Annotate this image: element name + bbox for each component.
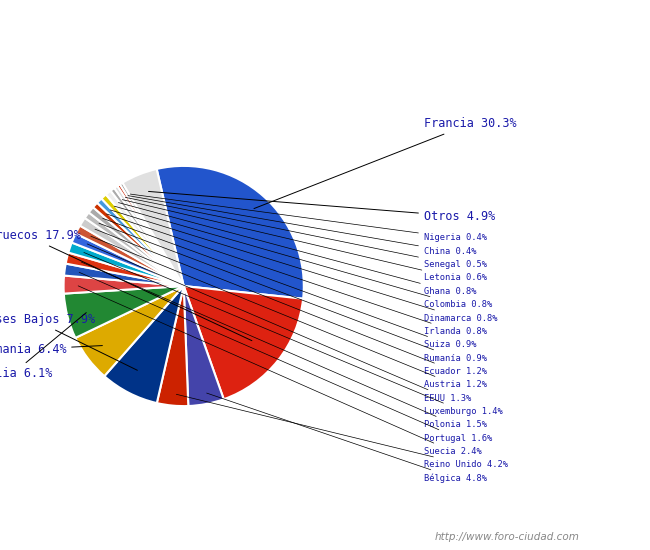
Text: Suiza 0.9%: Suiza 0.9%: [103, 218, 476, 349]
Wedge shape: [89, 207, 184, 286]
Text: China 0.4%: China 0.4%: [128, 196, 476, 256]
Wedge shape: [101, 195, 184, 286]
Text: Colombia 0.8%: Colombia 0.8%: [114, 206, 492, 309]
Text: Ecuador 1.2%: Ecuador 1.2%: [95, 229, 487, 376]
Text: Ghana 0.8%: Ghana 0.8%: [118, 202, 476, 296]
Text: Polonia 1.5%: Polonia 1.5%: [81, 262, 487, 430]
Wedge shape: [68, 243, 184, 286]
Text: Otros 4.9%: Otros 4.9%: [148, 191, 495, 223]
Wedge shape: [184, 286, 303, 399]
Text: Alemania 6.4%: Alemania 6.4%: [0, 343, 103, 356]
Wedge shape: [93, 203, 184, 286]
Wedge shape: [84, 212, 184, 286]
Text: Nigeria 0.4%: Nigeria 0.4%: [130, 194, 487, 243]
Wedge shape: [105, 286, 184, 403]
Wedge shape: [120, 183, 184, 286]
Text: Francia 30.3%: Francia 30.3%: [254, 117, 517, 208]
Text: Lorca - Turistas extranjeros según país - Agosto de 2024: Lorca - Turistas extranjeros según país …: [90, 13, 560, 28]
Text: Irlanda 0.8%: Irlanda 0.8%: [107, 214, 487, 336]
Text: EEUU 1.3%: EEUU 1.3%: [87, 244, 471, 403]
Wedge shape: [72, 234, 184, 286]
Text: Marruecos 17.9%: Marruecos 17.9%: [0, 229, 252, 340]
Text: http://www.foro-ciudad.com: http://www.foro-ciudad.com: [435, 532, 579, 542]
Text: Reino Unido 4.2%: Reino Unido 4.2%: [176, 394, 508, 469]
Wedge shape: [122, 169, 184, 286]
Wedge shape: [118, 184, 184, 286]
Wedge shape: [66, 252, 184, 286]
Wedge shape: [106, 191, 184, 286]
Text: Letonia 0.6%: Letonia 0.6%: [122, 200, 487, 283]
Wedge shape: [75, 226, 184, 286]
Wedge shape: [80, 218, 184, 286]
Text: Bélgica 4.8%: Bélgica 4.8%: [207, 393, 487, 483]
Wedge shape: [111, 188, 184, 286]
Text: Dinamarca 0.8%: Dinamarca 0.8%: [111, 210, 497, 322]
Text: Portugal 1.6%: Portugal 1.6%: [79, 272, 492, 443]
Wedge shape: [64, 276, 184, 294]
Wedge shape: [114, 186, 184, 286]
Wedge shape: [75, 286, 184, 376]
Text: Suecia 2.4%: Suecia 2.4%: [78, 286, 482, 456]
Wedge shape: [157, 166, 304, 299]
Text: Países Bajos 7.9%: Países Bajos 7.9%: [0, 313, 137, 370]
Text: Austria 1.2%: Austria 1.2%: [91, 236, 487, 389]
Wedge shape: [97, 199, 184, 286]
Text: Senegal 0.5%: Senegal 0.5%: [125, 197, 487, 269]
Wedge shape: [184, 286, 224, 406]
Text: Italia 6.1%: Italia 6.1%: [0, 312, 86, 380]
Text: Luxemburgo 1.4%: Luxemburgo 1.4%: [84, 252, 502, 416]
Wedge shape: [157, 286, 188, 406]
Text: Rumanía 0.9%: Rumanía 0.9%: [99, 223, 487, 362]
Wedge shape: [64, 286, 184, 338]
Wedge shape: [64, 263, 184, 286]
